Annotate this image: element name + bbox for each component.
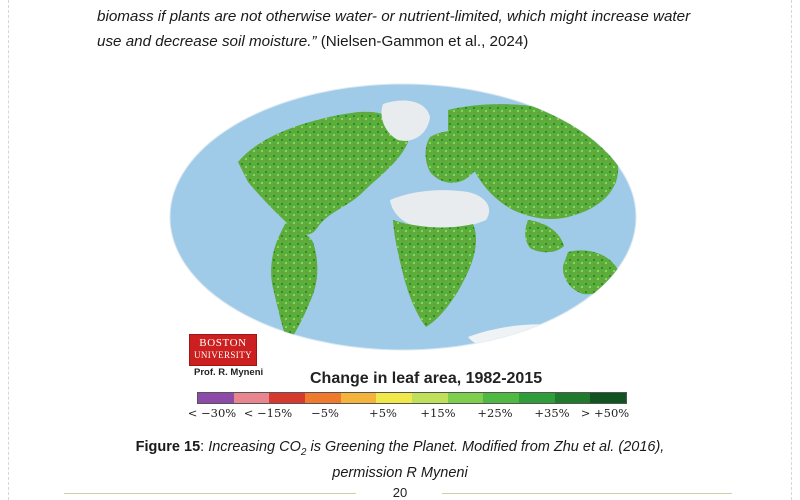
figure-caption: Figure 15: Increasing CO2 is Greening th…: [60, 437, 740, 484]
africa: [393, 220, 477, 327]
boston-university-logo: BOSTON UNIVERSITY: [189, 334, 257, 366]
greenland: [381, 100, 430, 141]
legend-tick-label: > +50%: [580, 406, 630, 420]
legend-swatch: [519, 393, 555, 403]
page-edge-right: [791, 0, 792, 500]
legend-swatch: [483, 393, 520, 403]
quote-line-1: biomass if plants are not otherwise wate…: [97, 8, 691, 25]
quote-line-2: use and decrease soil moisture.” (Nielse…: [97, 29, 737, 54]
legend-swatch: [412, 393, 448, 403]
legend-swatch: [198, 393, 234, 403]
logo-line-1: BOSTON: [199, 337, 247, 349]
legend-tick-label: −5%: [311, 406, 339, 420]
legend-tick-label: +15%: [420, 406, 456, 420]
legend-title: Change in leaf area, 1982-2015: [310, 370, 543, 387]
legend-swatch: [376, 393, 413, 403]
caption-line-2: permission R Myneni: [332, 464, 468, 481]
legend-color-bar: [197, 392, 627, 404]
world-map-image: [169, 83, 637, 351]
page-number: 20: [392, 485, 408, 500]
caption-label: Figure 15: [135, 439, 201, 455]
south-america: [271, 222, 318, 344]
asia: [448, 104, 619, 220]
legend-swatch: [233, 393, 270, 403]
logo-line-2: UNIVERSITY: [194, 350, 252, 360]
legend-tick-label: +5%: [369, 406, 397, 420]
legend-tick-label: < −15%: [243, 406, 293, 420]
caption-subscript: 2: [300, 446, 307, 458]
footer-rule-left: [64, 493, 356, 494]
caption-line-1: Figure 15: Increasing CO2 is Greening th…: [60, 437, 740, 463]
southeast-asia: [525, 220, 564, 253]
caption-text-a: Increasing CO: [208, 439, 301, 455]
footer-rule-right: [442, 493, 732, 494]
legend-tick-labels: < −30% < −15% −5% +5% +15% +25% +35% > +50%: [187, 406, 635, 424]
legend-swatch: [340, 393, 377, 403]
north-america: [238, 111, 408, 235]
legend-tick-label: < −30%: [187, 406, 237, 420]
quote-line-2-italic: use and decrease soil moisture.”: [97, 33, 317, 50]
desert-region: [390, 190, 490, 229]
legend-tick-label: +25%: [477, 406, 513, 420]
caption-separator: :: [200, 439, 209, 455]
quote-citation: (Nielsen-Gammon et al., 2024): [316, 33, 529, 50]
quote-paragraph: biomass if plants are not otherwise wate…: [97, 4, 737, 54]
leaf-area-map-figure: [168, 82, 638, 412]
figure-credit: Prof. R. Myneni: [194, 367, 264, 378]
legend-swatch: [590, 393, 627, 403]
legend-swatch: [447, 393, 484, 403]
legend-tick-label: +35%: [534, 406, 570, 420]
caption-text-b: is Greening the Planet. Modified from Zh…: [306, 439, 665, 455]
australia: [562, 250, 618, 295]
legend-swatch: [554, 393, 591, 403]
legend-swatch: [269, 393, 306, 403]
page-edge-left: [8, 0, 9, 500]
legend-swatch: [305, 393, 341, 403]
